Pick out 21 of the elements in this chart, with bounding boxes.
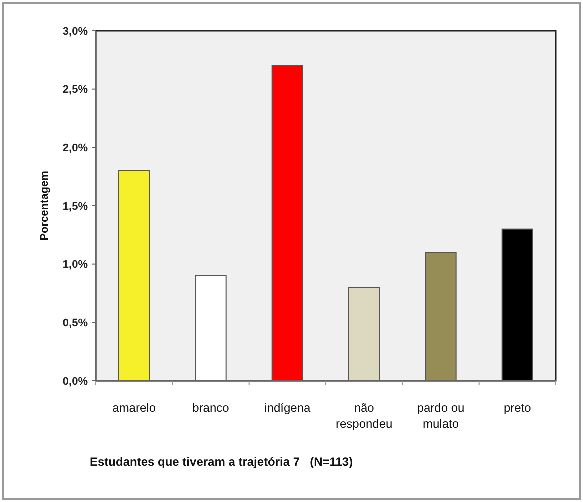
bar [502, 228, 534, 382]
y-tick-label: 3,0% [62, 26, 88, 38]
bar [272, 66, 304, 382]
y-tick-label: 1,5% [62, 200, 88, 213]
y-tick-label: 1,0% [62, 259, 88, 272]
bar [425, 252, 457, 382]
bar [348, 287, 380, 382]
bar [195, 276, 227, 382]
y-tick-label: 2,5% [62, 84, 88, 96]
y-axis-title: Porcentagem [39, 170, 51, 241]
x-axis-title: Estudantes que tiveram a trajetória 7 (N=113) [90, 455, 354, 469]
y-tick-label: 0,5% [62, 318, 88, 330]
x-tick-label: indígena [264, 401, 312, 415]
x-tick-label: pardo ou mulato [417, 401, 465, 431]
x-tick-label: não respondeu [336, 401, 393, 431]
y-tick-label: 0,0% [62, 376, 88, 388]
y-tick-label: 2,0% [62, 142, 88, 155]
x-tick-label: amarelo [112, 401, 156, 415]
bar [118, 170, 150, 382]
x-tick-label: branco [192, 401, 230, 415]
x-tick-label: preto [504, 401, 532, 415]
